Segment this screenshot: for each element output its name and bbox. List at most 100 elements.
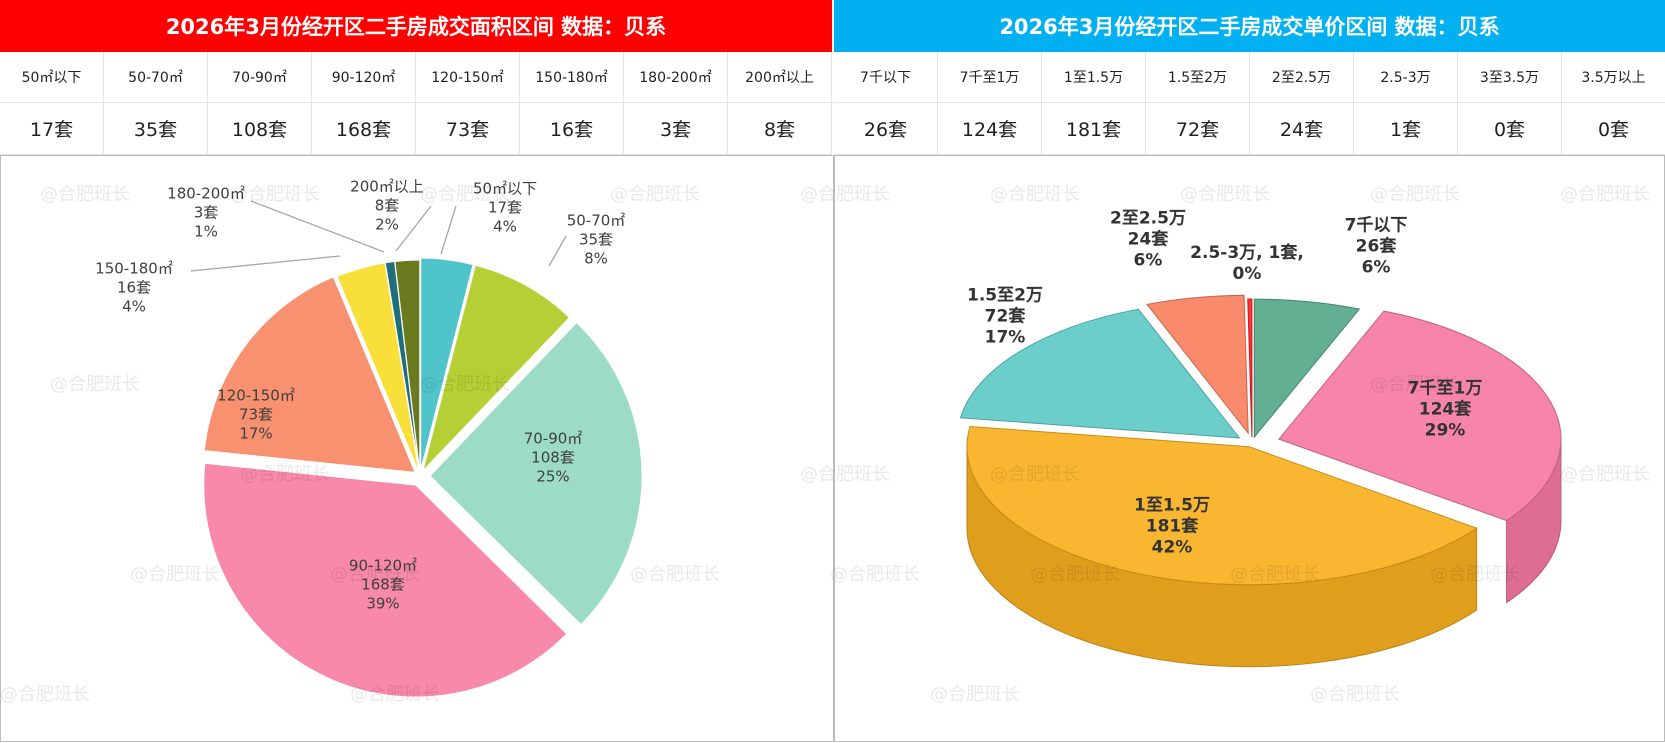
leader-line bbox=[548, 235, 567, 267]
area-header-cell: 180-200㎡ bbox=[624, 52, 728, 103]
price-header-cell: 3至3.5万 bbox=[1458, 52, 1562, 103]
price-count-cell: 26套 bbox=[834, 103, 938, 155]
watermark: @合肥班长 bbox=[230, 184, 320, 205]
price-count-cell: 0套 bbox=[1562, 103, 1665, 155]
pie-slice bbox=[420, 257, 474, 471]
data-label-line: 124套 bbox=[1418, 399, 1472, 420]
data-label-line: 2.5-3万, 1套, bbox=[1190, 243, 1304, 263]
data-label-line: 150-180㎡ bbox=[95, 259, 173, 278]
area-header-cell: 90-120㎡ bbox=[312, 52, 416, 103]
pie-slice bbox=[1146, 294, 1249, 435]
data-label-line: 180-200㎡ bbox=[167, 184, 245, 203]
data-label-line: 8% bbox=[584, 249, 608, 268]
price-header-cell: 2至2.5万 bbox=[1250, 52, 1354, 103]
data-label: 150-180㎡ 16套 4% bbox=[95, 260, 173, 317]
leader-line bbox=[440, 205, 457, 255]
watermark: @合肥班长 bbox=[350, 684, 440, 705]
data-label-line: 6% bbox=[1361, 257, 1391, 278]
area-pie-chart bbox=[190, 200, 643, 698]
data-label: 90-120㎡ 168套 39% bbox=[349, 557, 417, 614]
area-count-cell: 168套 bbox=[312, 103, 416, 155]
data-label-line: 200㎡以上 bbox=[350, 177, 424, 196]
data-label-line: 4% bbox=[493, 217, 517, 236]
data-label: 2.5-3万, 1套, 0% bbox=[1190, 243, 1304, 285]
pie-slice bbox=[1253, 298, 1361, 439]
data-label: 7千至1万 124套 29% bbox=[1408, 379, 1483, 442]
watermark: @合肥班长 bbox=[1370, 374, 1460, 395]
area-count-cell: 108套 bbox=[208, 103, 312, 155]
data-label-line: 29% bbox=[1424, 420, 1466, 441]
watermark: @合肥班长 bbox=[610, 184, 700, 205]
data-label-line: 42% bbox=[1151, 537, 1193, 558]
watermark: @合肥班长 bbox=[240, 464, 330, 485]
data-label-line: 181套 bbox=[1145, 516, 1199, 537]
data-label-line: 24套 bbox=[1127, 229, 1169, 250]
data-label: 120-150㎡ 73套 17% bbox=[217, 387, 295, 444]
watermark: @合肥班长 bbox=[800, 464, 890, 485]
price-count-cell: 72套 bbox=[1146, 103, 1250, 155]
price-count-cell: 0套 bbox=[1458, 103, 1562, 155]
price-count-cell: 1套 bbox=[1354, 103, 1458, 155]
watermark: @合肥班长 bbox=[830, 564, 920, 585]
data-label-line: 7千以下 bbox=[1344, 215, 1408, 236]
watermark: @合肥班长 bbox=[420, 184, 510, 205]
price-header-row: 7千以下 7千至1万 1至1.5万 1.5至2万 2至2.5万 2.5-3万 3至3.5万 3… bbox=[834, 52, 1665, 103]
watermark: @合肥班长 bbox=[1370, 184, 1460, 205]
data-label-line: 168套 bbox=[361, 575, 405, 594]
data-label-line: 17% bbox=[239, 424, 273, 443]
area-header-row: 50㎡以下 50-70㎡ 70-90㎡ 90-120㎡ 120-150㎡ 150-180㎡… bbox=[0, 52, 832, 103]
data-label: 1至1.5万 181套 42% bbox=[1134, 496, 1210, 559]
area-count-cell: 3套 bbox=[624, 103, 728, 155]
data-label-line: 50-70㎡ bbox=[566, 211, 626, 230]
watermark: @合肥班长 bbox=[990, 184, 1080, 205]
watermark: @合肥班长 bbox=[1180, 184, 1270, 205]
area-header-cell: 150-180㎡ bbox=[520, 52, 624, 103]
area-title: 2026年3月份经开区二手房成交面积区间 数据：贝系 bbox=[0, 0, 832, 52]
watermark: @合肥班长 bbox=[1560, 464, 1650, 485]
watermark: @合肥班长 bbox=[1430, 564, 1520, 585]
pie-slice bbox=[1247, 298, 1253, 438]
data-label: 50㎡以下 17套 4% bbox=[473, 180, 537, 237]
watermark: @合肥班长 bbox=[0, 684, 90, 705]
leader-line bbox=[395, 205, 432, 252]
data-label-line: 1至1.5万 bbox=[1134, 495, 1210, 516]
data-label: 50-70㎡ 35套 8% bbox=[567, 212, 626, 269]
price-header-cell: 2.5-3万 bbox=[1354, 52, 1458, 103]
pie-slice bbox=[394, 259, 421, 473]
pie-slice bbox=[421, 264, 571, 473]
data-label-line: 70-90㎡ bbox=[523, 429, 583, 448]
price-count-cell: 181套 bbox=[1042, 103, 1146, 155]
data-label-line: 4% bbox=[122, 297, 146, 316]
data-label-line: 0% bbox=[1232, 264, 1262, 284]
watermark: @合肥班长 bbox=[1310, 684, 1400, 705]
area-count-cell: 17套 bbox=[0, 103, 104, 155]
price-header-cell: 7千以下 bbox=[834, 52, 938, 103]
data-label-line: 90-120㎡ bbox=[348, 556, 418, 575]
data-label-line: 6% bbox=[1133, 250, 1163, 271]
data-label: 7千以下 26套 6% bbox=[1345, 216, 1408, 279]
pie-slice bbox=[336, 262, 420, 473]
watermark: @合肥班长 bbox=[330, 564, 420, 585]
data-label-line: 72套 bbox=[984, 306, 1026, 327]
price-count-cell: 24套 bbox=[1250, 103, 1354, 155]
data-label-line: 1% bbox=[194, 222, 218, 241]
leader-line bbox=[190, 255, 341, 272]
price-header-cell: 3.5万以上 bbox=[1562, 52, 1665, 103]
watermark: @合肥班长 bbox=[1030, 564, 1120, 585]
watermark: @合肥班长 bbox=[130, 564, 220, 585]
data-label-line: 7千至1万 bbox=[1407, 378, 1483, 399]
area-pie-panel: 50㎡以下 17套 4% 50-70㎡ 35套 8% 70-90㎡ 108套 25% 90-120… bbox=[0, 155, 834, 742]
data-label-line: 17% bbox=[984, 327, 1026, 348]
data-label-line: 35套 bbox=[578, 230, 614, 249]
price-count-cell: 124套 bbox=[938, 103, 1042, 155]
area-count-cell: 35套 bbox=[104, 103, 208, 155]
data-label: 70-90㎡ 108套 25% bbox=[524, 430, 583, 487]
area-header-cell: 120-150㎡ bbox=[416, 52, 520, 103]
pie-slice bbox=[203, 462, 568, 698]
data-label: 180-200㎡ 3套 1% bbox=[167, 185, 245, 242]
price-header-cell: 1至1.5万 bbox=[1042, 52, 1146, 103]
data-label-line: 2至2.5万 bbox=[1110, 208, 1186, 229]
data-label-line: 50㎡以下 bbox=[472, 179, 538, 198]
watermark: @合肥班长 bbox=[420, 374, 510, 395]
pie-slice bbox=[429, 321, 643, 626]
